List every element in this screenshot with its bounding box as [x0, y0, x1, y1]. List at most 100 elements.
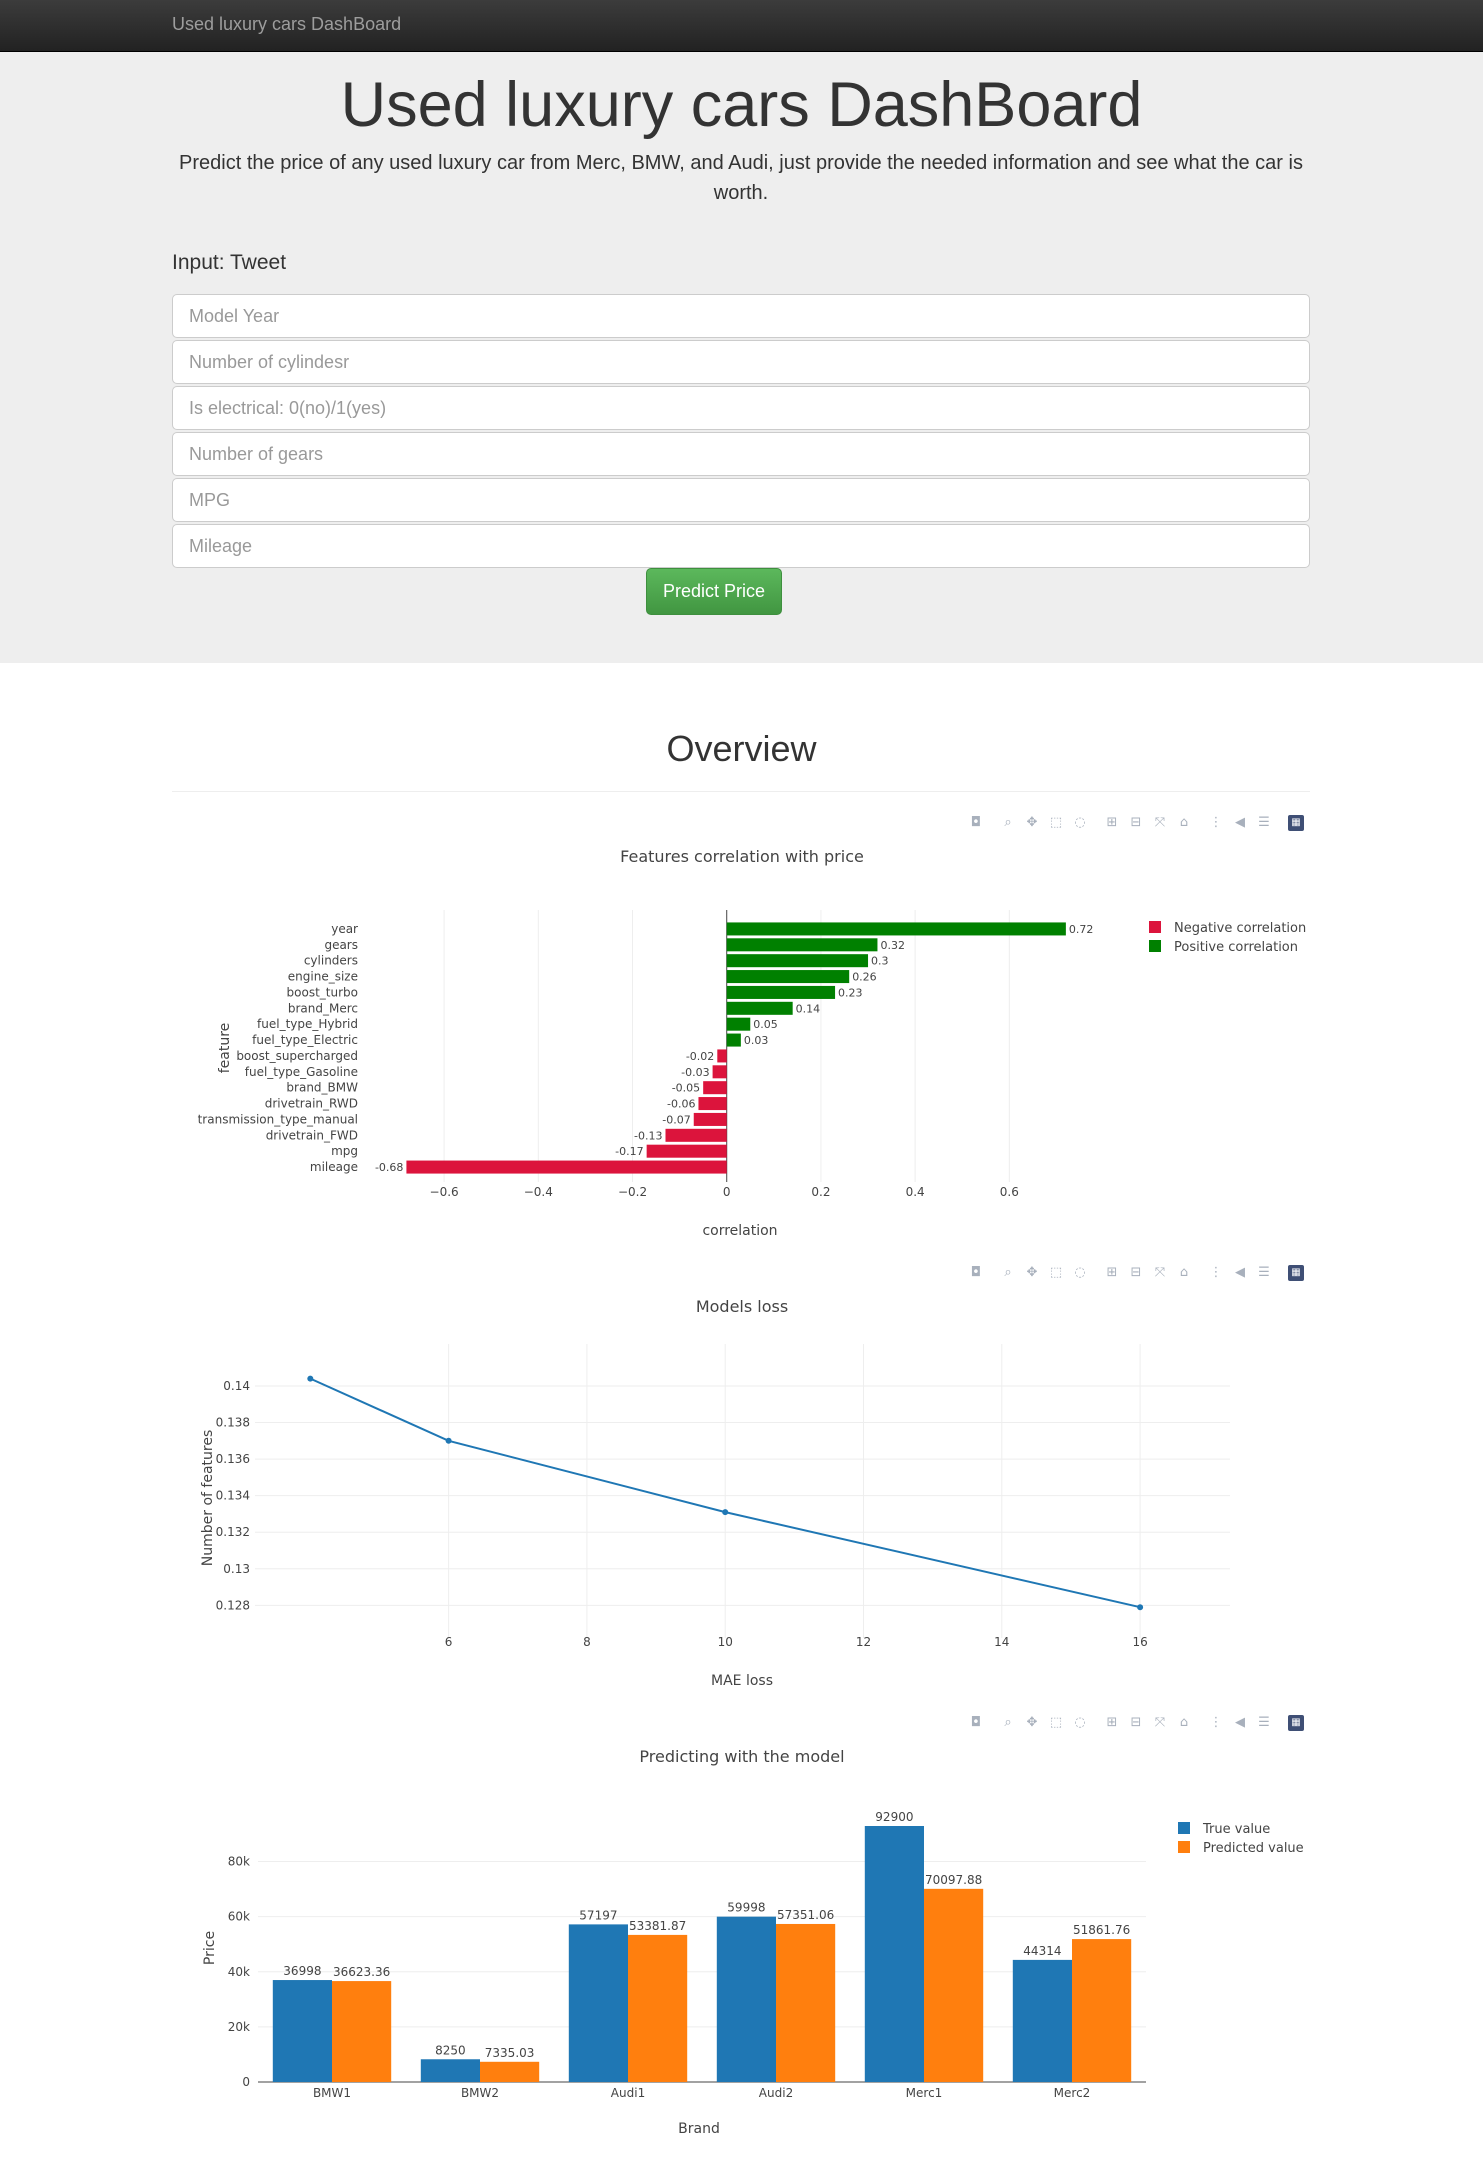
- bar[interactable]: [726, 1017, 751, 1031]
- hover-compare-icon[interactable]: ☰: [1258, 1715, 1270, 1730]
- bar[interactable]: [864, 1826, 924, 2082]
- navbar-brand[interactable]: Used luxury cars DashBoard: [172, 14, 402, 34]
- hover-closest-icon[interactable]: ◀: [1235, 1715, 1245, 1730]
- lasso-icon[interactable]: ◌: [1074, 1265, 1086, 1280]
- bar[interactable]: [726, 970, 850, 984]
- hover-closest-icon[interactable]: ◀: [1235, 1265, 1245, 1280]
- reset-axes-icon[interactable]: ⌂: [1179, 815, 1189, 830]
- data-label: -0.17: [615, 1145, 643, 1158]
- legend[interactable]: True value Predicted value: [1178, 1822, 1304, 1856]
- zoom-in-icon[interactable]: ⊞: [1106, 815, 1118, 830]
- zoom-out-icon[interactable]: ⊟: [1130, 1265, 1142, 1280]
- bar[interactable]: [726, 1001, 793, 1015]
- navbar: Used luxury cars DashBoard: [0, 0, 1483, 52]
- bar[interactable]: [716, 1916, 776, 2082]
- box-select-icon[interactable]: ⬚: [1049, 1715, 1063, 1730]
- y-tick-label: 40k: [228, 1965, 250, 1979]
- lasso-icon[interactable]: ◌: [1074, 815, 1086, 830]
- legend-label-true-value[interactable]: True value: [1202, 1822, 1270, 1837]
- bar[interactable]: [420, 2059, 480, 2082]
- bar[interactable]: [480, 2061, 540, 2082]
- mileage-input[interactable]: [172, 524, 1310, 568]
- legend-label-predicted-value[interactable]: Predicted value: [1203, 1841, 1304, 1856]
- is-electrical-input[interactable]: [172, 386, 1310, 430]
- spike-lines-icon[interactable]: ⋮: [1209, 1265, 1223, 1280]
- bar[interactable]: [726, 938, 878, 952]
- zoom-out-icon[interactable]: ⊟: [1130, 1715, 1142, 1730]
- gears-input[interactable]: [172, 432, 1310, 476]
- autoscale-icon[interactable]: ⤧: [1154, 1715, 1166, 1730]
- autoscale-icon[interactable]: ⤧: [1154, 815, 1166, 830]
- legend-label-positive[interactable]: Positive correlation: [1174, 940, 1298, 955]
- hover-compare-icon[interactable]: ☰: [1258, 1265, 1270, 1280]
- hover-closest-icon[interactable]: ◀: [1235, 815, 1245, 830]
- zoom-in-icon[interactable]: ⊞: [1106, 1265, 1118, 1280]
- model-year-input[interactable]: [172, 294, 1310, 338]
- bar[interactable]: [726, 954, 869, 968]
- camera-icon[interactable]: ◘: [970, 815, 982, 830]
- bar[interactable]: [665, 1128, 727, 1142]
- data-point[interactable]: [445, 1437, 452, 1444]
- reset-axes-icon[interactable]: ⌂: [1179, 1715, 1189, 1730]
- data-label: -0.68: [375, 1161, 403, 1174]
- legend-swatch-true-value[interactable]: [1178, 1822, 1190, 1834]
- spike-lines-icon[interactable]: ⋮: [1209, 815, 1223, 830]
- camera-icon[interactable]: ◘: [970, 1715, 982, 1730]
- zoom-icon[interactable]: ⌕: [1004, 1265, 1012, 1280]
- plotly-logo-icon[interactable]: ▦: [1288, 1265, 1304, 1281]
- pan-icon[interactable]: ✥: [1026, 815, 1038, 830]
- plotly-logo-icon[interactable]: ▦: [1288, 1715, 1304, 1731]
- pan-icon[interactable]: ✥: [1026, 1715, 1038, 1730]
- bar[interactable]: [568, 1924, 628, 2082]
- bar[interactable]: [726, 1033, 741, 1047]
- y-tick-label: drivetrain_FWD: [266, 1128, 358, 1142]
- bar[interactable]: [1072, 1939, 1132, 2082]
- legend-swatch-positive[interactable]: [1149, 940, 1161, 952]
- cylinders-input[interactable]: [172, 340, 1310, 384]
- bar[interactable]: [693, 1112, 727, 1126]
- legend-label-negative[interactable]: Negative correlation: [1174, 921, 1306, 936]
- predict-price-button[interactable]: Predict Price: [646, 568, 782, 615]
- data-label: 0.14: [796, 1002, 821, 1015]
- reset-axes-icon[interactable]: ⌂: [1179, 1265, 1189, 1280]
- data-point[interactable]: [307, 1375, 314, 1382]
- bar[interactable]: [698, 1097, 727, 1111]
- bar[interactable]: [332, 1981, 392, 2082]
- data-point[interactable]: [722, 1509, 729, 1516]
- legend-swatch-negative[interactable]: [1149, 921, 1161, 933]
- mpg-input[interactable]: [172, 478, 1310, 522]
- box-select-icon[interactable]: ⬚: [1049, 815, 1063, 830]
- camera-icon[interactable]: ◘: [970, 1265, 982, 1280]
- zoom-icon[interactable]: ⌕: [1004, 815, 1012, 830]
- bar[interactable]: [712, 1065, 727, 1079]
- lasso-icon[interactable]: ◌: [1074, 1715, 1086, 1730]
- bar[interactable]: [726, 985, 836, 999]
- autoscale-icon[interactable]: ⤧: [1154, 1265, 1166, 1280]
- series-line[interactable]: [309, 1377, 1141, 1609]
- box-select-icon[interactable]: ⬚: [1049, 1265, 1063, 1280]
- bar[interactable]: [776, 1923, 836, 2082]
- y-tick-label: 0.138: [216, 1416, 250, 1430]
- hover-compare-icon[interactable]: ☰: [1258, 815, 1270, 830]
- y-tick-label: 0: [242, 2075, 250, 2089]
- zoom-icon[interactable]: ⌕: [1004, 1715, 1012, 1730]
- bar[interactable]: [272, 1980, 332, 2082]
- bar[interactable]: [924, 1888, 984, 2082]
- spike-lines-icon[interactable]: ⋮: [1209, 1715, 1223, 1730]
- bar[interactable]: [717, 1049, 727, 1063]
- bar[interactable]: [646, 1144, 727, 1158]
- data-label: 0.72: [1069, 923, 1094, 936]
- pan-icon[interactable]: ✥: [1026, 1265, 1038, 1280]
- bar[interactable]: [703, 1081, 727, 1095]
- bar[interactable]: [1012, 1959, 1072, 2082]
- zoom-in-icon[interactable]: ⊞: [1106, 1715, 1118, 1730]
- bar[interactable]: [406, 1160, 727, 1174]
- data-point[interactable]: [1137, 1604, 1144, 1611]
- plotly-logo-icon[interactable]: ▦: [1288, 815, 1304, 831]
- y-tick-label: fuel_type_Hybrid: [257, 1017, 358, 1031]
- legend[interactable]: Negative correlation Positive correlatio…: [1149, 921, 1306, 955]
- bar[interactable]: [726, 922, 1066, 936]
- legend-swatch-predicted-value[interactable]: [1178, 1841, 1190, 1853]
- bar[interactable]: [628, 1934, 688, 2082]
- zoom-out-icon[interactable]: ⊟: [1130, 815, 1142, 830]
